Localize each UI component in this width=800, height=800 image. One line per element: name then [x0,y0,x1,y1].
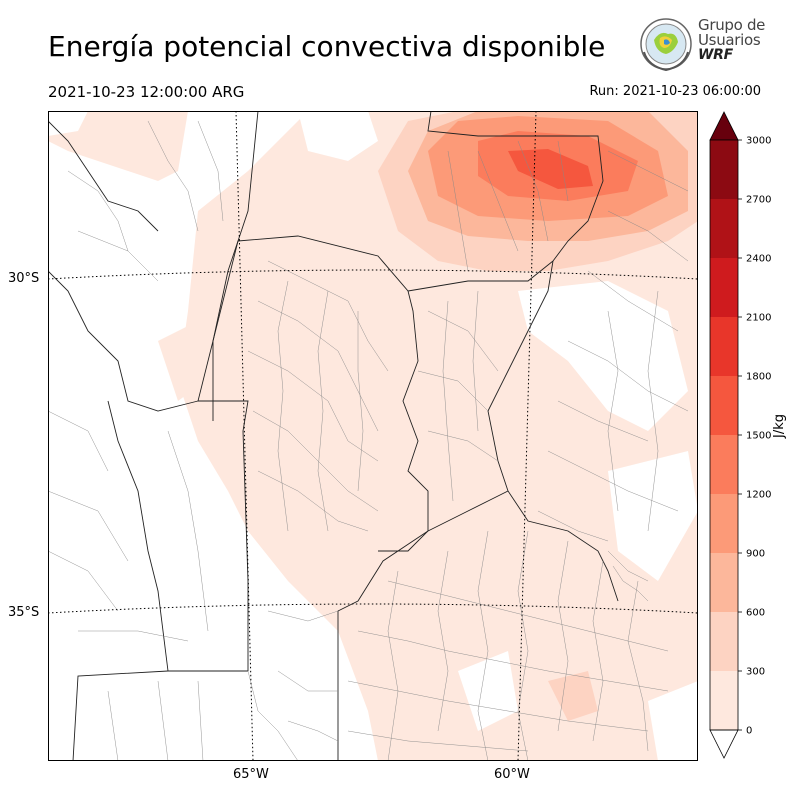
colorbar-extend-min [709,729,739,759]
colorbar-swatch [710,435,738,494]
cape-map [48,111,698,761]
wrf-logo: Grupo de Usuarios WRF [638,16,768,74]
colorbar-tick-label: 1800 [746,372,771,383]
colorbar: 0 300 600 900 1200 1500 1800 2100 2400 2700 3000 [709,111,771,759]
page-title: Energía potencial convectiva disponible [48,30,606,63]
logo-line-2: Usuarios [698,31,761,49]
lon-label-60w: 60°W [494,767,530,782]
cape-band-1500-1800 [508,149,593,189]
longitude-line-65w [235,111,254,761]
valid-time: 2021-10-23 12:00:00 ARG [48,83,245,101]
colorbar-tick-label: 2100 [746,313,771,324]
colorbar-extend-max [709,111,739,141]
colorbar-swatch [710,612,738,671]
lat-label-30s: 30°S [8,271,40,286]
colorbar-swatch [710,199,738,258]
lon-label-65w: 65°W [233,767,269,782]
colorbar-tick-label: 1200 [746,490,771,501]
logo-line-3: WRF [698,47,733,63]
cape-band-0-300-west [48,111,188,181]
colorbar-tick-label: 2700 [746,195,771,206]
latitude-line-30s [48,269,698,280]
colorbar-unit-label: J/kg [772,414,787,438]
globe-icon [640,18,692,72]
colorbar-swatch [710,553,738,612]
colorbar-tick-label: 2400 [746,254,771,265]
colorbar-swatch [710,140,738,199]
colorbar-tick-label: 0 [746,726,752,737]
longitude-line-60w [517,111,537,761]
colorbar-swatch [710,317,738,376]
colorbar-tick-label: 300 [746,667,765,678]
colorbar-swatch [710,376,738,435]
run-time: Run: 2021-10-23 06:00:00 [589,84,761,99]
lat-label-35s: 35°S [8,605,40,620]
colorbar-swatch [710,494,738,553]
latitude-line-35s [48,603,698,614]
colorbar-tick-label: 600 [746,608,765,619]
colorbar-swatch [710,671,738,730]
colorbar-tick-label: 3000 [746,136,771,147]
colorbar-tick-label: 1500 [746,431,771,442]
logo-line-1: Grupo de [698,16,766,34]
colorbar-swatch [710,258,738,317]
colorbar-tick-label: 900 [746,549,765,560]
